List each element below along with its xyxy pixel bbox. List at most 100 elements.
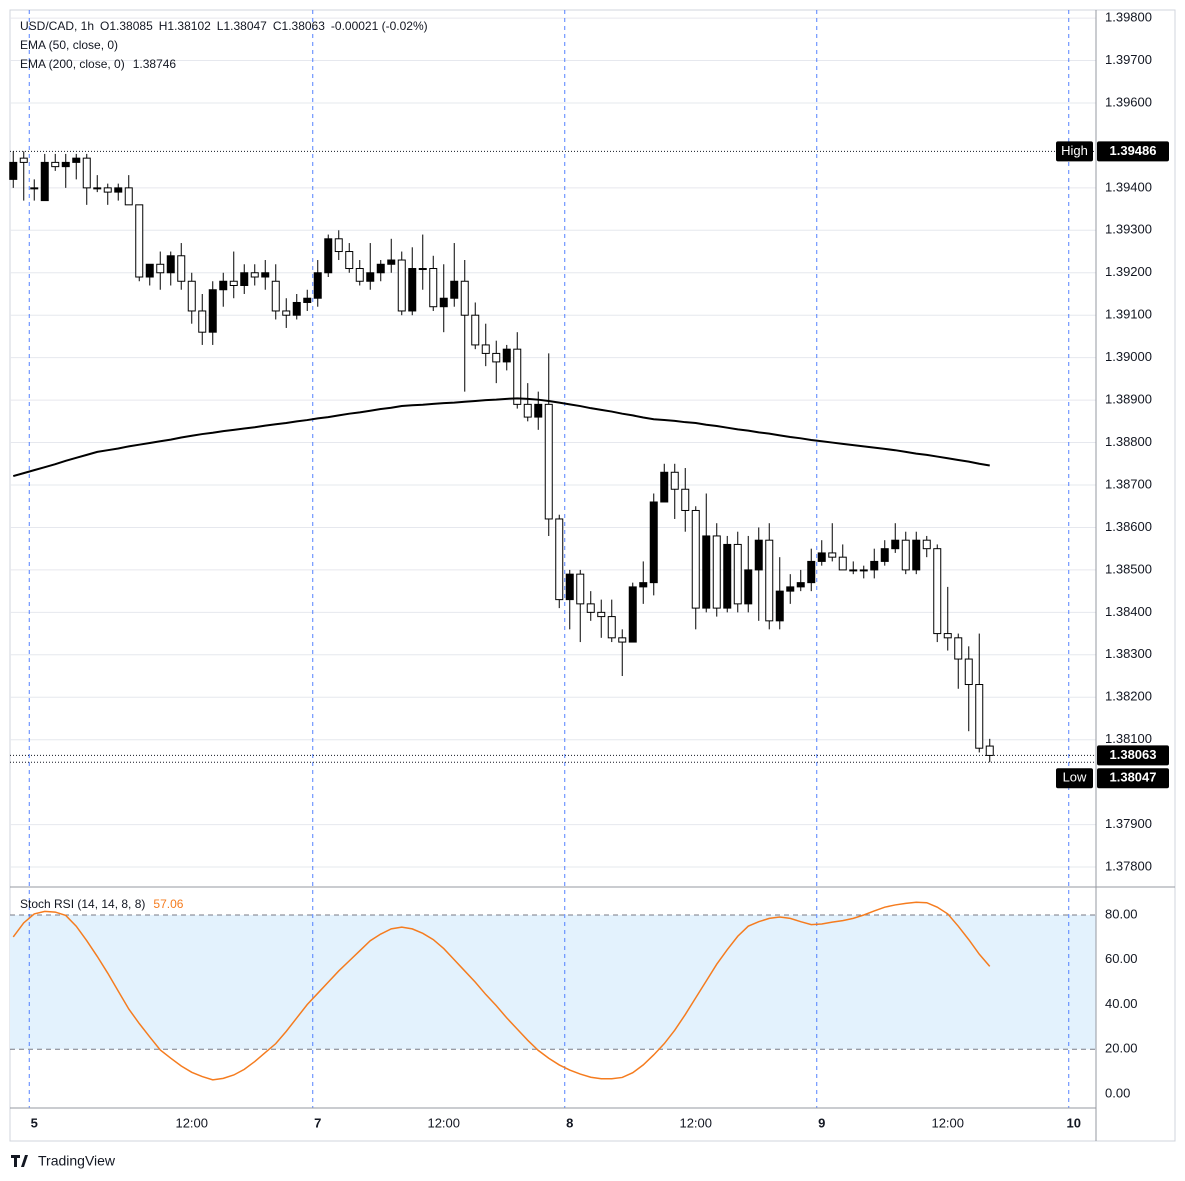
candle-body (313, 272, 322, 299)
candle-body (513, 348, 522, 405)
ema-line (12, 397, 990, 478)
high-value: 1.39486 (1110, 143, 1157, 158)
legend-low: L1.38047 (217, 19, 267, 33)
y-tick-label: 1.37900 (1105, 816, 1152, 831)
candle-body (481, 344, 490, 354)
candle-body (691, 509, 700, 609)
candle-body (282, 310, 291, 316)
candle-body (870, 560, 879, 571)
candle-body (733, 543, 742, 605)
candle-body (775, 590, 784, 622)
candle-body (796, 582, 805, 588)
y-tick-label: 0.00 (1105, 1085, 1130, 1100)
candle-body (744, 569, 753, 605)
x-tick-label: 10 (1067, 1115, 1081, 1130)
candle-body (40, 161, 49, 202)
candle-body (51, 161, 60, 168)
candle-body (261, 272, 270, 278)
candle-body (618, 637, 627, 643)
legend: USD/CAD, 1h O1.38085 H1.38102 L1.38047 C1.38… (20, 19, 428, 33)
y-tick-label: 1.39600 (1105, 94, 1152, 109)
x-tick-label: 8 (566, 1115, 573, 1130)
y-tick-label: 20.00 (1105, 1041, 1138, 1056)
last-price-value-box (1097, 745, 1169, 766)
candle-body (555, 518, 564, 601)
candle-body (124, 187, 133, 206)
legend-close: C1.38063 (273, 19, 325, 33)
candle-body (565, 573, 574, 601)
y-tick-label: 40.00 (1105, 996, 1138, 1011)
candle-body (849, 569, 858, 572)
backgrounds: 1.37800 1.37900 1.38100 1.38200 1.38300 1.384… (10, 10, 1152, 1108)
candle-body (250, 272, 259, 278)
candle-body (838, 556, 847, 571)
candle-body (975, 684, 984, 749)
candle-body (271, 280, 280, 312)
y-tick-label: 1.38100 (1105, 731, 1152, 746)
indicator-label: EMA (50, close, 0) (20, 38, 118, 52)
candle-body (135, 204, 144, 278)
stoch-value: 57.06 (153, 897, 183, 911)
x-tick-label: 12:00 (427, 1115, 460, 1130)
candle-body (922, 539, 931, 550)
candle-body (628, 586, 637, 643)
last-price-value: 1.38063 (1110, 747, 1157, 762)
candle-body (828, 552, 837, 558)
candle-body (502, 348, 511, 363)
candle-body (334, 238, 343, 253)
candle-body (765, 539, 774, 622)
candle-body (681, 488, 690, 511)
x-tick-label: 12:00 (679, 1115, 712, 1130)
candle-body (439, 297, 448, 308)
high-value-box (1097, 141, 1169, 162)
legend-high: H1.38102 (159, 19, 211, 33)
y-tick-label: 1.38200 (1105, 689, 1152, 704)
candle-body (817, 552, 826, 562)
marks (9, 151, 994, 1081)
candle-body (450, 280, 459, 299)
candle-body (103, 187, 112, 193)
candle-body (145, 263, 154, 278)
stoch-name: Stoch RSI (14, 14, 8, 8) (20, 897, 145, 911)
y-tick-label: 60.00 (1105, 951, 1138, 966)
y-tick-label: 80.00 (1105, 906, 1138, 921)
candle-body (670, 471, 679, 490)
stoch-label: Stoch RSI (14, 14, 8, 8) 57.06 (20, 897, 184, 911)
overlays: 5 12:00 7 12:00 8 12:00 9 12:00 10 High 1.39486 1.3… (31, 141, 1169, 1130)
candle-body (387, 259, 396, 265)
x-tick-label: 7 (314, 1115, 321, 1130)
candle-body (597, 611, 606, 618)
y-tick-label: 1.39000 (1105, 349, 1152, 364)
legend-open: O1.38085 (100, 19, 153, 33)
candle-body (345, 251, 354, 270)
candle-body (72, 157, 81, 163)
candle-body (754, 539, 763, 571)
candle-body (786, 586, 795, 592)
candle-body (576, 573, 585, 605)
candle-body (985, 745, 994, 756)
candle-body (240, 272, 249, 286)
candle-body (859, 569, 868, 572)
candle-body (492, 352, 501, 363)
y-tick-label: 1.38400 (1105, 604, 1152, 619)
candle-body (523, 403, 532, 418)
candle-body (114, 187, 123, 193)
candle-body (156, 263, 165, 274)
legend-change: -0.00021 (-0.02%) (331, 19, 428, 33)
high-label-box (1056, 141, 1093, 162)
y-tick-label: 1.39400 (1105, 179, 1152, 194)
indicator-label: EMA (200, close, 0) 1.38746 (20, 57, 176, 71)
indicator-value: 1.38746 (133, 57, 177, 71)
candle-body (418, 268, 427, 271)
candle-body (723, 543, 732, 609)
candle-body (607, 616, 616, 639)
candle-body (208, 289, 217, 333)
candle-body (712, 535, 721, 609)
y-tick-label: 1.39300 (1105, 222, 1152, 237)
candle-body (891, 539, 900, 550)
y-tick-label: 1.37800 (1105, 858, 1152, 873)
indicator-name: EMA (200, close, 0) (20, 57, 125, 71)
candle-body (660, 471, 669, 503)
